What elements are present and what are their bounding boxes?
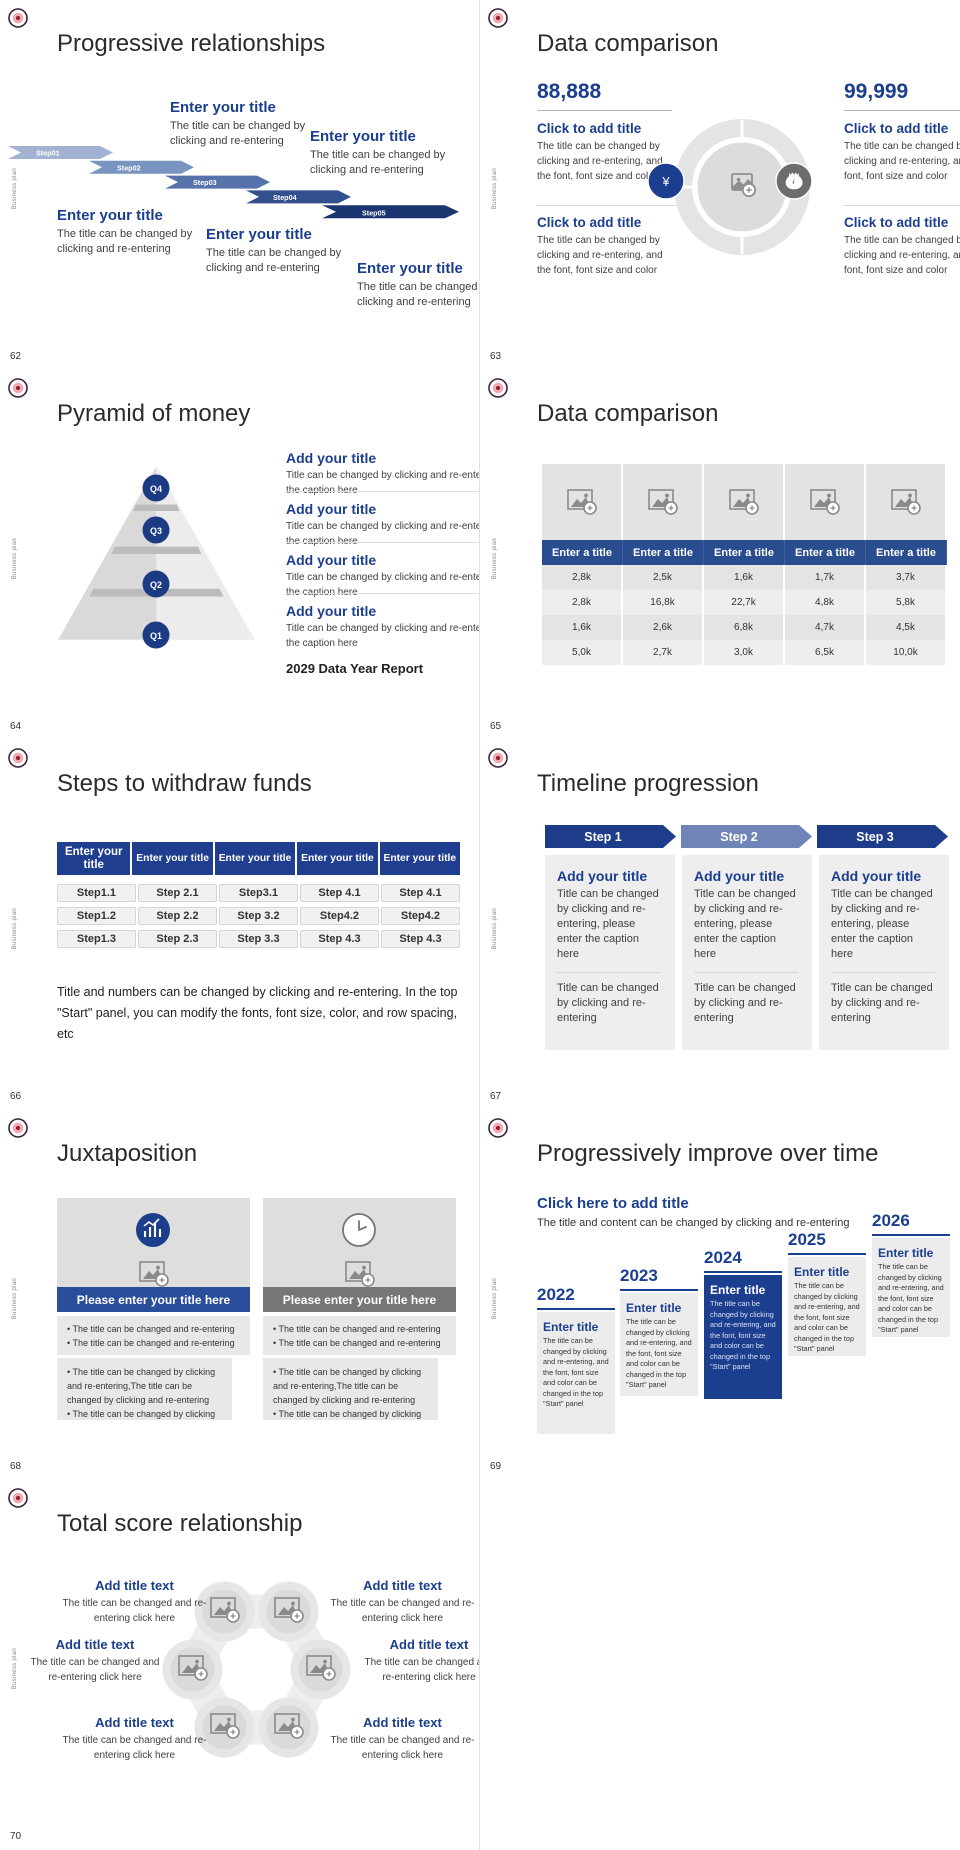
svg-text:Step04: Step04 — [273, 193, 297, 202]
svg-text:Step02: Step02 — [117, 163, 141, 172]
svg-text:¥: ¥ — [661, 174, 670, 189]
svg-text:Step05: Step05 — [362, 208, 386, 217]
svg-text:Step 3: Step 3 — [856, 830, 894, 844]
svg-text:Step 2: Step 2 — [720, 830, 758, 844]
svg-text:Q2: Q2 — [150, 580, 162, 590]
svg-text:Q1: Q1 — [150, 631, 162, 641]
svg-text:Q3: Q3 — [150, 526, 162, 536]
svg-text:Step01: Step01 — [36, 149, 60, 158]
svg-text:Step 1: Step 1 — [584, 830, 622, 844]
svg-text:Step03: Step03 — [193, 178, 217, 187]
svg-text:Q4: Q4 — [150, 484, 162, 494]
